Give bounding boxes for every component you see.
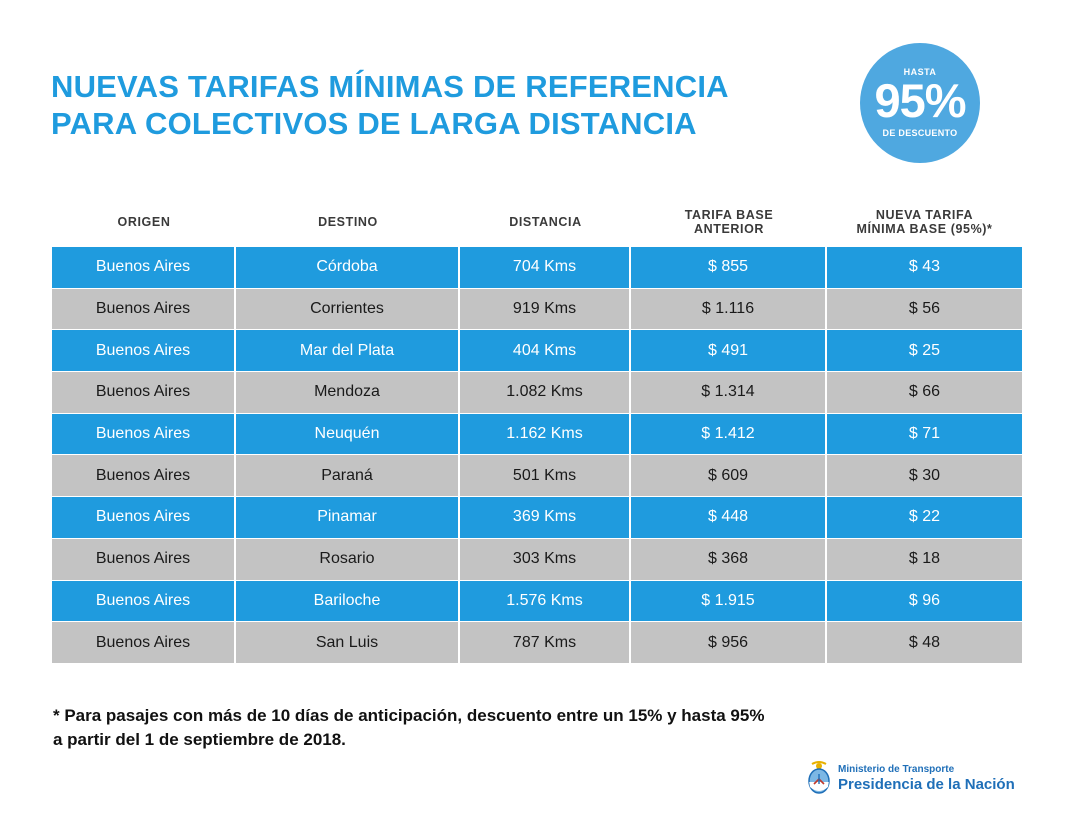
cell-destino: Corrientes — [236, 288, 460, 330]
title-line-1: NUEVAS TARIFAS MÍNIMAS DE REFERENCIA — [51, 69, 729, 104]
header-destino-label: DESTINO — [318, 215, 378, 229]
logo-presidency-name: Presidencia de la Nación — [838, 775, 1015, 793]
footnote: * Para pasajes con más de 10 días de ant… — [53, 704, 913, 752]
table-body: Buenos Aires Córdoba 704 Kms $ 855 $ 43 … — [52, 247, 1022, 663]
cell-origen: Buenos Aires — [52, 288, 236, 330]
logo-text: Ministerio de Transporte Presidencia de … — [838, 764, 1015, 793]
badge-top-text: HASTA — [903, 67, 937, 77]
cell-distancia: 919 Kms — [460, 288, 631, 330]
cell-nueva-tarifa: $ 48 — [827, 622, 1022, 663]
badge-bottom-text: DE DESCUENTO — [882, 128, 958, 138]
cell-origen: Buenos Aires — [52, 538, 236, 580]
table-row: Buenos Aires Rosario 303 Kms $ 368 $ 18 — [52, 538, 1022, 580]
cell-tarifa-anterior: $ 956 — [631, 622, 827, 663]
footnote-line-1: * Para pasajes con más de 10 días de ant… — [53, 706, 765, 725]
argentina-coat-of-arms-icon — [808, 761, 830, 794]
cell-destino: Paraná — [236, 455, 460, 497]
cell-tarifa-anterior: $ 368 — [631, 538, 827, 580]
cell-nueva-tarifa: $ 56 — [827, 288, 1022, 330]
header-distancia: DISTANCIA — [460, 215, 631, 229]
header-distancia-label: DISTANCIA — [509, 215, 582, 229]
cell-origen: Buenos Aires — [52, 413, 236, 455]
cell-tarifa-anterior: $ 1.412 — [631, 413, 827, 455]
logo-ministry-name: Ministerio de Transporte — [838, 763, 955, 775]
cell-tarifa-anterior: $ 491 — [631, 330, 827, 372]
table-header: ORIGEN DESTINO DISTANCIA TARIFA BASE ANT… — [52, 198, 1022, 246]
cell-destino: Bariloche — [236, 580, 460, 622]
ministry-logo: Ministerio de Transporte Presidencia de … — [806, 758, 1026, 798]
cell-destino: Mendoza — [236, 372, 460, 413]
header-nueva-tarifa: NUEVA TARIFA MÍNIMA BASE (95%)* — [827, 208, 1022, 236]
cell-distancia: 404 Kms — [460, 330, 631, 372]
header-origen: ORIGEN — [52, 215, 236, 229]
cell-nueva-tarifa: $ 18 — [827, 538, 1022, 580]
cell-nueva-tarifa: $ 30 — [827, 455, 1022, 497]
cell-distancia: 787 Kms — [460, 622, 631, 663]
cell-destino: Neuquén — [236, 413, 460, 455]
cell-origen: Buenos Aires — [52, 622, 236, 663]
header-tarifa-anterior-line-1: TARIFA BASE — [684, 208, 774, 222]
cell-tarifa-anterior: $ 1.314 — [631, 372, 827, 413]
cell-distancia: 1.082 Kms — [460, 372, 631, 413]
cell-nueva-tarifa: $ 66 — [827, 372, 1022, 413]
table-row: Buenos Aires Mar del Plata 404 Kms $ 491… — [52, 330, 1022, 372]
table-row: Buenos Aires Paraná 501 Kms $ 609 $ 30 — [52, 455, 1022, 497]
title-line-2: PARA COLECTIVOS DE LARGA DISTANCIA — [51, 106, 697, 141]
cell-destino: Pinamar — [236, 497, 460, 538]
cell-origen: Buenos Aires — [52, 247, 236, 288]
cell-distancia: 501 Kms — [460, 455, 631, 497]
cell-destino: Córdoba — [236, 247, 460, 288]
cell-nueva-tarifa: $ 96 — [827, 580, 1022, 622]
cell-tarifa-anterior: $ 1.116 — [631, 288, 827, 330]
header-origen-label: ORIGEN — [117, 215, 171, 229]
cell-nueva-tarifa: $ 71 — [827, 413, 1022, 455]
discount-badge: HASTA 95% DE DESCUENTO — [860, 43, 980, 163]
cell-distancia: 1.576 Kms — [460, 580, 631, 622]
header-tarifa-anterior-line-2: ANTERIOR — [693, 222, 765, 236]
header-destino: DESTINO — [236, 215, 460, 229]
table-row: Buenos Aires Mendoza 1.082 Kms $ 1.314 $… — [52, 372, 1022, 413]
table-row: Buenos Aires San Luis 787 Kms $ 956 $ 48 — [52, 622, 1022, 663]
cell-distancia: 303 Kms — [460, 538, 631, 580]
page-title: NUEVAS TARIFAS MÍNIMAS DE REFERENCIA PAR… — [51, 68, 811, 142]
cell-distancia: 1.162 Kms — [460, 413, 631, 455]
cell-origen: Buenos Aires — [52, 580, 236, 622]
cell-destino: Mar del Plata — [236, 330, 460, 372]
cell-nueva-tarifa: $ 22 — [827, 497, 1022, 538]
cell-destino: Rosario — [236, 538, 460, 580]
table-row: Buenos Aires Corrientes 919 Kms $ 1.116 … — [52, 288, 1022, 330]
table-row: Buenos Aires Pinamar 369 Kms $ 448 $ 22 — [52, 497, 1022, 538]
badge-percentage: 95% — [874, 74, 966, 127]
footnote-line-2: a partir del 1 de septiembre de 2018. — [53, 730, 346, 749]
cell-tarifa-anterior: $ 855 — [631, 247, 827, 288]
cell-origen: Buenos Aires — [52, 372, 236, 413]
fares-table: ORIGEN DESTINO DISTANCIA TARIFA BASE ANT… — [52, 198, 1022, 663]
cell-tarifa-anterior: $ 609 — [631, 455, 827, 497]
cell-tarifa-anterior: $ 1.915 — [631, 580, 827, 622]
table-row: Buenos Aires Bariloche 1.576 Kms $ 1.915… — [52, 580, 1022, 622]
cell-nueva-tarifa: $ 25 — [827, 330, 1022, 372]
cell-origen: Buenos Aires — [52, 330, 236, 372]
cell-destino: San Luis — [236, 622, 460, 663]
cell-origen: Buenos Aires — [52, 455, 236, 497]
cell-nueva-tarifa: $ 43 — [827, 247, 1022, 288]
cell-tarifa-anterior: $ 448 — [631, 497, 827, 538]
table-row: Buenos Aires Neuquén 1.162 Kms $ 1.412 $… — [52, 413, 1022, 455]
cell-origen: Buenos Aires — [52, 497, 236, 538]
table-row: Buenos Aires Córdoba 704 Kms $ 855 $ 43 — [52, 247, 1022, 288]
cell-distancia: 369 Kms — [460, 497, 631, 538]
header-nueva-tarifa-line-1: NUEVA TARIFA — [875, 208, 974, 222]
header-nueva-tarifa-line-2: MÍNIMA BASE (95%)* — [856, 222, 993, 236]
header-tarifa-anterior: TARIFA BASE ANTERIOR — [631, 208, 827, 236]
cell-distancia: 704 Kms — [460, 247, 631, 288]
